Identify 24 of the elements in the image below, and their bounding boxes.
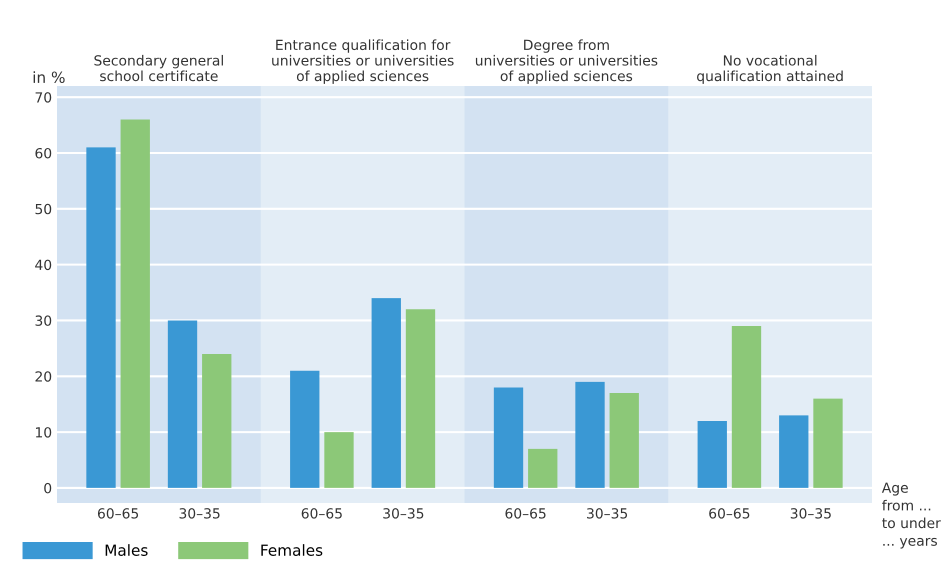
- x-tick-label: 30–35: [383, 508, 424, 519]
- legend-label: Males: [106, 544, 148, 556]
- legend-label: Females: [261, 544, 322, 556]
- text: Entrance qualification for universities or universities of applied sciences: [272, 39, 454, 84]
- y-tick-label: 0: [44, 482, 52, 494]
- y-tick-label: 40: [35, 260, 52, 270]
- x-tick-label: 60–65: [709, 508, 750, 519]
- x-tick-label: 60–65: [505, 508, 546, 519]
- x-tick-label: 30–35: [587, 508, 628, 519]
- y-tick-label: 30: [36, 315, 52, 326]
- y-tick-label: 50: [36, 204, 52, 214]
- y-tick-label: 60: [35, 148, 52, 158]
- x-tick-label: 30–35: [180, 508, 220, 519]
- y-tick-label: 70: [36, 92, 52, 103]
- text: No vocational qualification attained: [697, 54, 843, 84]
- y-tick-label: 10: [36, 427, 52, 438]
- x-tick-label: 30–35: [790, 508, 831, 519]
- x-axis-title: Age from ... to under ... years: [882, 482, 941, 549]
- text: Secondary general school certificate: [94, 54, 223, 82]
- y-axis-title: in %: [34, 71, 65, 84]
- y-tick-label: 20: [35, 371, 52, 382]
- x-tick-label: 60–65: [98, 508, 138, 519]
- text: Degree from universities or universities of applied sciences: [476, 39, 658, 84]
- x-tick-label: 60–65: [302, 508, 342, 519]
